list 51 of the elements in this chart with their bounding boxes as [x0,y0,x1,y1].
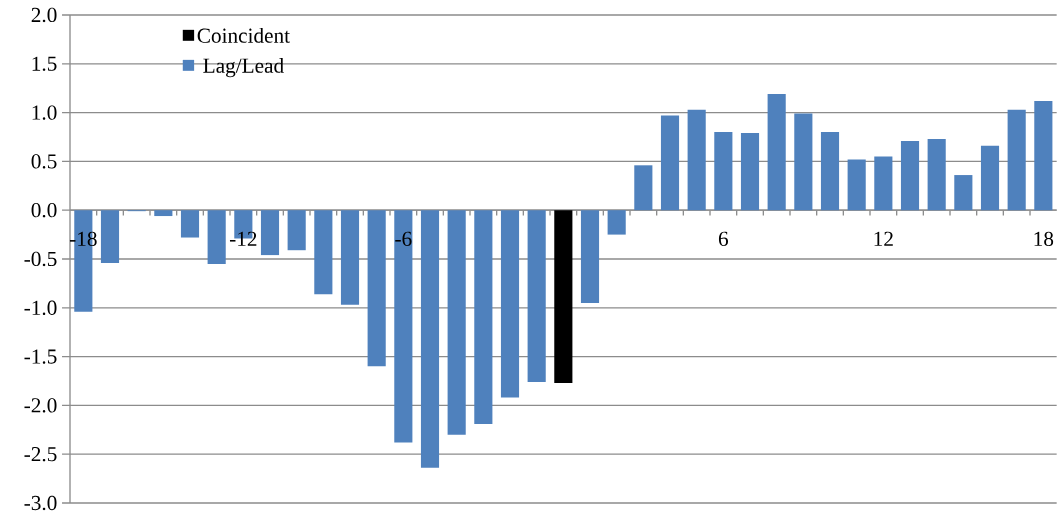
bar [527,210,546,382]
x-tick-label: -6 [395,231,412,246]
y-tick-label: -2.5 [24,447,57,462]
y-tick-label: -1.5 [24,349,57,364]
y-tick-label: -2.0 [24,398,57,413]
y-tick-label: 0.5 [31,154,57,169]
bar [714,132,733,211]
bar [447,210,466,435]
bar [260,210,280,256]
bar [927,138,946,211]
bar [554,210,573,383]
x-tick-label: 18 [1034,231,1054,247]
bar [207,210,226,264]
bar [1034,100,1053,211]
bar [474,210,493,424]
bar [500,210,520,398]
bar [954,175,973,211]
x-tick-label: 12 [874,231,893,246]
bar [687,109,706,211]
bar [607,210,626,235]
bar [820,132,840,211]
y-tick-label: -1.0 [24,300,57,316]
bar [314,210,333,295]
bar [154,210,173,217]
x-tick-label: 6 [718,231,729,246]
bar [847,159,866,211]
bar [794,113,813,211]
bar [874,156,893,211]
bar [900,140,920,211]
bar [634,165,653,211]
y-tick-label: -3.0 [24,495,57,511]
bar [287,210,306,251]
y-tick-label: 1.5 [32,56,57,71]
legend-label: Coincident [197,27,290,43]
bar [100,210,120,263]
legend-label: Lag/Lead [203,57,284,78]
y-tick-label: 2.0 [31,7,57,23]
bar [740,133,760,211]
y-tick-label: 0.0 [31,202,57,218]
bar [394,210,413,443]
y-tick-label: 1.0 [32,105,57,120]
y-tick-label: -0.5 [24,251,57,267]
bar [660,115,680,211]
bar [180,210,200,238]
bar [340,210,360,305]
bar [980,145,1000,211]
bar [1007,109,1026,211]
bar [420,210,440,468]
bar [580,210,600,303]
bar [767,94,786,211]
bar [367,210,386,367]
